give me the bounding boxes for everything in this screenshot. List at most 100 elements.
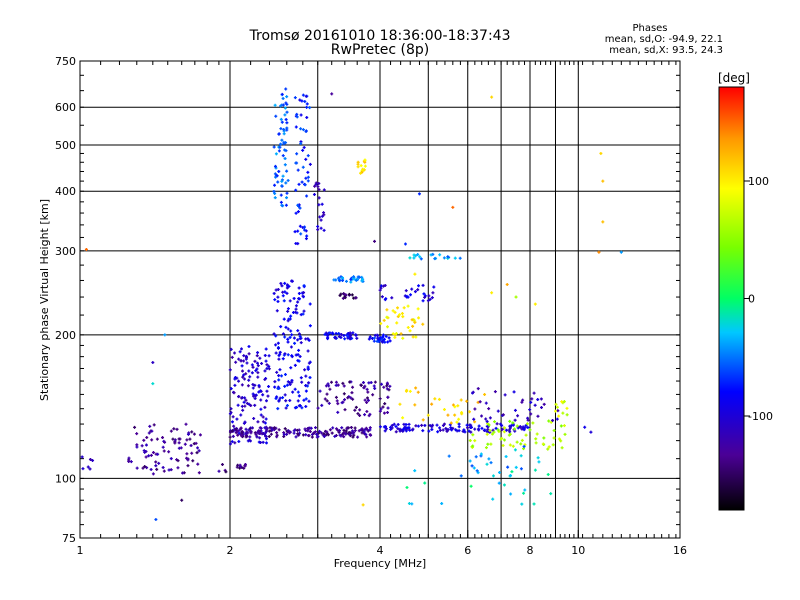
data-point <box>432 285 436 289</box>
data-point <box>405 294 409 298</box>
data-point <box>473 439 477 443</box>
data-point <box>232 424 236 428</box>
data-point <box>384 334 388 338</box>
data-point <box>337 335 341 339</box>
data-point <box>523 426 527 430</box>
data-point <box>162 449 166 453</box>
data-point <box>555 405 559 409</box>
data-point <box>248 435 252 439</box>
data-point <box>242 373 246 377</box>
data-point <box>467 429 471 433</box>
data-point <box>325 399 329 403</box>
data-point <box>410 287 414 291</box>
data-point <box>251 382 255 386</box>
data-point <box>247 345 251 349</box>
data-point <box>228 442 232 446</box>
data-point <box>273 164 277 168</box>
data-point <box>487 457 491 461</box>
data-point <box>284 87 288 91</box>
data-point <box>344 293 348 297</box>
data-point <box>314 182 318 186</box>
data-point <box>284 399 288 403</box>
data-point <box>503 393 507 397</box>
data-point <box>293 230 297 234</box>
data-point <box>253 396 257 400</box>
data-point <box>285 95 289 99</box>
data-point <box>533 468 537 472</box>
data-point <box>354 405 358 409</box>
data-point <box>190 451 194 455</box>
data-point <box>263 405 267 409</box>
data-point <box>243 396 247 400</box>
data-point <box>359 164 363 168</box>
x-tick-label: 8 <box>527 544 534 557</box>
data-point <box>303 225 307 229</box>
data-point <box>306 170 310 174</box>
data-point <box>554 402 558 406</box>
data-point <box>298 354 302 358</box>
data-point <box>236 433 240 437</box>
data-point <box>330 431 334 435</box>
data-point <box>280 184 284 188</box>
data-point <box>382 425 386 429</box>
data-point <box>241 369 245 373</box>
data-point <box>255 430 259 434</box>
colorbar-label: [deg] <box>718 71 750 85</box>
data-point <box>406 304 410 308</box>
data-point <box>285 404 289 408</box>
data-point <box>259 413 263 417</box>
data-point <box>589 430 593 434</box>
data-point <box>451 403 455 407</box>
data-point <box>293 363 297 367</box>
data-point <box>231 415 235 419</box>
data-point <box>339 434 343 438</box>
data-point <box>450 428 454 432</box>
data-point <box>431 291 435 295</box>
data-point <box>318 215 322 219</box>
data-point <box>273 380 277 384</box>
data-point <box>350 293 354 297</box>
data-point <box>373 239 377 243</box>
data-point <box>157 461 161 465</box>
data-point <box>308 426 312 430</box>
data-point <box>234 427 238 431</box>
data-point <box>524 424 528 428</box>
data-point <box>500 428 504 432</box>
data-point <box>342 292 346 296</box>
data-point <box>274 152 278 156</box>
data-point <box>322 228 326 232</box>
data-point <box>303 183 307 187</box>
data-point <box>385 381 389 385</box>
data-point <box>519 454 523 458</box>
data-point <box>230 429 234 433</box>
data-point <box>408 256 412 260</box>
data-point <box>380 337 384 341</box>
data-point <box>524 433 528 437</box>
data-point <box>521 425 525 429</box>
data-point <box>501 443 505 447</box>
data-point <box>530 397 534 401</box>
data-point <box>155 437 159 441</box>
data-point <box>401 336 405 340</box>
data-point <box>286 327 290 331</box>
data-point <box>457 425 461 429</box>
data-point <box>316 406 320 410</box>
data-point <box>323 397 327 401</box>
data-point <box>254 369 258 373</box>
data-point <box>293 387 297 391</box>
data-point <box>317 429 321 433</box>
data-point <box>510 470 514 474</box>
data-point <box>279 193 283 197</box>
data-point <box>286 179 290 183</box>
data-point <box>343 296 347 300</box>
y-tick-label: 500 <box>55 139 76 152</box>
data-point <box>257 390 261 394</box>
data-point <box>475 469 479 473</box>
data-point <box>353 428 357 432</box>
data-point <box>326 334 330 338</box>
data-point <box>313 426 317 430</box>
data-point <box>244 372 248 376</box>
data-point <box>363 164 367 168</box>
data-point <box>172 427 176 431</box>
data-point <box>285 191 289 195</box>
